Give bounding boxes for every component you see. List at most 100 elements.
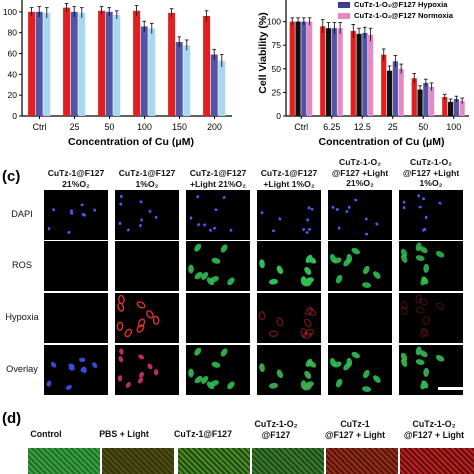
- micrograph-tile: [399, 345, 463, 395]
- nucleus: [69, 209, 74, 213]
- bar: [417, 89, 423, 116]
- ros-cell: [276, 265, 284, 275]
- x-tick-label: 50: [418, 122, 428, 132]
- live-dead-stain-image: [326, 448, 398, 474]
- y-tick-label: 100: [3, 7, 17, 17]
- micrograph-tile: [115, 345, 179, 395]
- nucleus: [438, 201, 442, 205]
- bar: [183, 45, 191, 116]
- cell-layer: [44, 293, 108, 343]
- hypoxia-cell: [136, 301, 146, 309]
- panel-d-label: CuTz-1-O₂ @F127 + Light: [394, 419, 474, 440]
- live-dead-stain-image: [178, 448, 250, 474]
- overlay-cell: [373, 375, 381, 383]
- overlay-cell: [343, 362, 351, 371]
- y-tick-label: 100: [267, 17, 281, 27]
- nucleus: [196, 195, 200, 199]
- cell-layer: [115, 241, 179, 291]
- panel-d-label-line: Control: [30, 429, 62, 439]
- nucleus: [154, 215, 158, 219]
- bar: [411, 78, 417, 116]
- nucleus: [212, 226, 217, 230]
- cell-layer: [331, 198, 379, 236]
- live-dead-stain-image: [28, 448, 100, 474]
- micrograph-tile: [44, 190, 108, 240]
- micrograph-tile: [44, 293, 108, 343]
- column-header-line: 1%O₂: [419, 178, 443, 188]
- nucleus: [423, 227, 427, 231]
- ros-cell: [188, 264, 194, 274]
- ros-cell: [220, 244, 228, 253]
- overlay-cell: [194, 376, 203, 384]
- overlay-cell: [65, 384, 72, 390]
- bar: [148, 28, 156, 116]
- nucleus: [140, 218, 143, 222]
- nucleus: [364, 232, 369, 236]
- overlay-hypoxia-dot: [419, 360, 423, 364]
- nucleus: [345, 210, 349, 214]
- overlay-cell: [92, 362, 98, 368]
- cell-layer: [44, 241, 108, 291]
- nucleus: [119, 202, 123, 206]
- overlay-cell: [125, 382, 131, 388]
- bar: [386, 70, 393, 116]
- overlay-cell: [268, 382, 278, 389]
- overlay-cell: [259, 363, 265, 373]
- nucleus: [214, 208, 218, 212]
- nucleus: [93, 208, 97, 212]
- bar: [301, 21, 307, 117]
- column-header-line: @F127 +Light: [331, 167, 389, 178]
- cell-layer: [259, 254, 317, 287]
- column-header-line: CuTz-1@F127: [118, 168, 176, 178]
- column-header: CuTz-1@F127 21%O₂: [43, 168, 109, 189]
- nucleus: [422, 197, 426, 201]
- hypoxia-cell: [415, 294, 423, 304]
- y-tick-label: 80: [8, 28, 18, 38]
- ros-cell: [423, 263, 429, 273]
- nucleus: [424, 215, 428, 219]
- row-label: Overlay: [6, 364, 38, 374]
- nucleus: [375, 222, 379, 226]
- overlay-hypoxia-dot: [279, 372, 283, 376]
- panel-d-label: CuTz-1-O₂ @F127: [240, 419, 312, 440]
- hypoxia-cell: [305, 306, 313, 316]
- y-tick-label: 75: [272, 40, 282, 50]
- hypoxia-cell: [152, 315, 160, 326]
- nucleus: [209, 228, 212, 232]
- column-header: CuTz-1-O₂ @F127 +Light 21%O₂: [327, 157, 393, 189]
- micrograph-tile: [257, 190, 321, 240]
- cell-layer: [116, 294, 160, 338]
- nucleus: [148, 209, 152, 213]
- bar: [337, 28, 343, 116]
- nucleus: [307, 206, 311, 210]
- overlay-cell: [210, 380, 219, 387]
- overlay-cell: [211, 361, 221, 368]
- overlay-cell: [139, 371, 144, 378]
- column-header: CuTz-1@F127 1%O₂: [114, 168, 180, 189]
- x-tick-label: Ctrl: [294, 122, 308, 132]
- overlay-cell: [118, 356, 124, 363]
- legend-label-normoxia: CuTz-1-O₂@F127 Normoxia: [354, 11, 453, 20]
- ros-cell: [201, 271, 209, 280]
- micrograph-tile: [328, 190, 392, 240]
- nucleus: [126, 228, 130, 232]
- overlay-cell: [68, 363, 75, 369]
- overlay-cell: [421, 380, 429, 389]
- cell-layer: [47, 203, 97, 234]
- panel-d-label: CuTz-1@F127: [168, 429, 238, 440]
- overlay-cell: [138, 354, 145, 360]
- nucleus: [331, 205, 335, 209]
- hypoxia-cell: [400, 306, 408, 316]
- y-tick-label: 50: [272, 64, 282, 74]
- row-label: Hypoxia: [5, 312, 39, 322]
- micrograph-tile: [115, 190, 179, 240]
- overlay-cell: [220, 348, 228, 357]
- bar: [392, 61, 398, 116]
- cell-layer: [400, 294, 445, 338]
- overlay-cell: [80, 366, 86, 373]
- bar: [398, 68, 404, 116]
- hypoxia-cell: [419, 328, 428, 338]
- nucleus: [139, 200, 143, 204]
- cell-layer: [117, 348, 159, 388]
- overlay-cell: [147, 363, 153, 370]
